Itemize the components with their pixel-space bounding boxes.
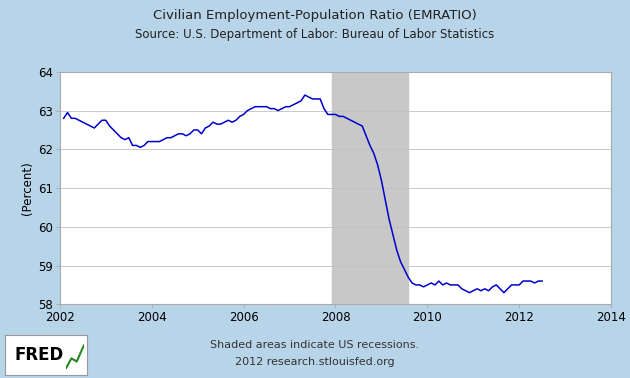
Bar bbox=[331, 72, 408, 304]
Text: Civilian Employment-Population Ratio (EMRATIO): Civilian Employment-Population Ratio (EM… bbox=[153, 9, 477, 22]
Text: 2012 research.stlouisfed.org: 2012 research.stlouisfed.org bbox=[235, 357, 395, 367]
Y-axis label: (Percent): (Percent) bbox=[21, 161, 34, 215]
Text: FRED: FRED bbox=[15, 346, 64, 364]
Text: Shaded areas indicate US recessions.: Shaded areas indicate US recessions. bbox=[210, 340, 420, 350]
Text: Source: U.S. Department of Labor: Bureau of Labor Statistics: Source: U.S. Department of Labor: Bureau… bbox=[135, 28, 495, 41]
